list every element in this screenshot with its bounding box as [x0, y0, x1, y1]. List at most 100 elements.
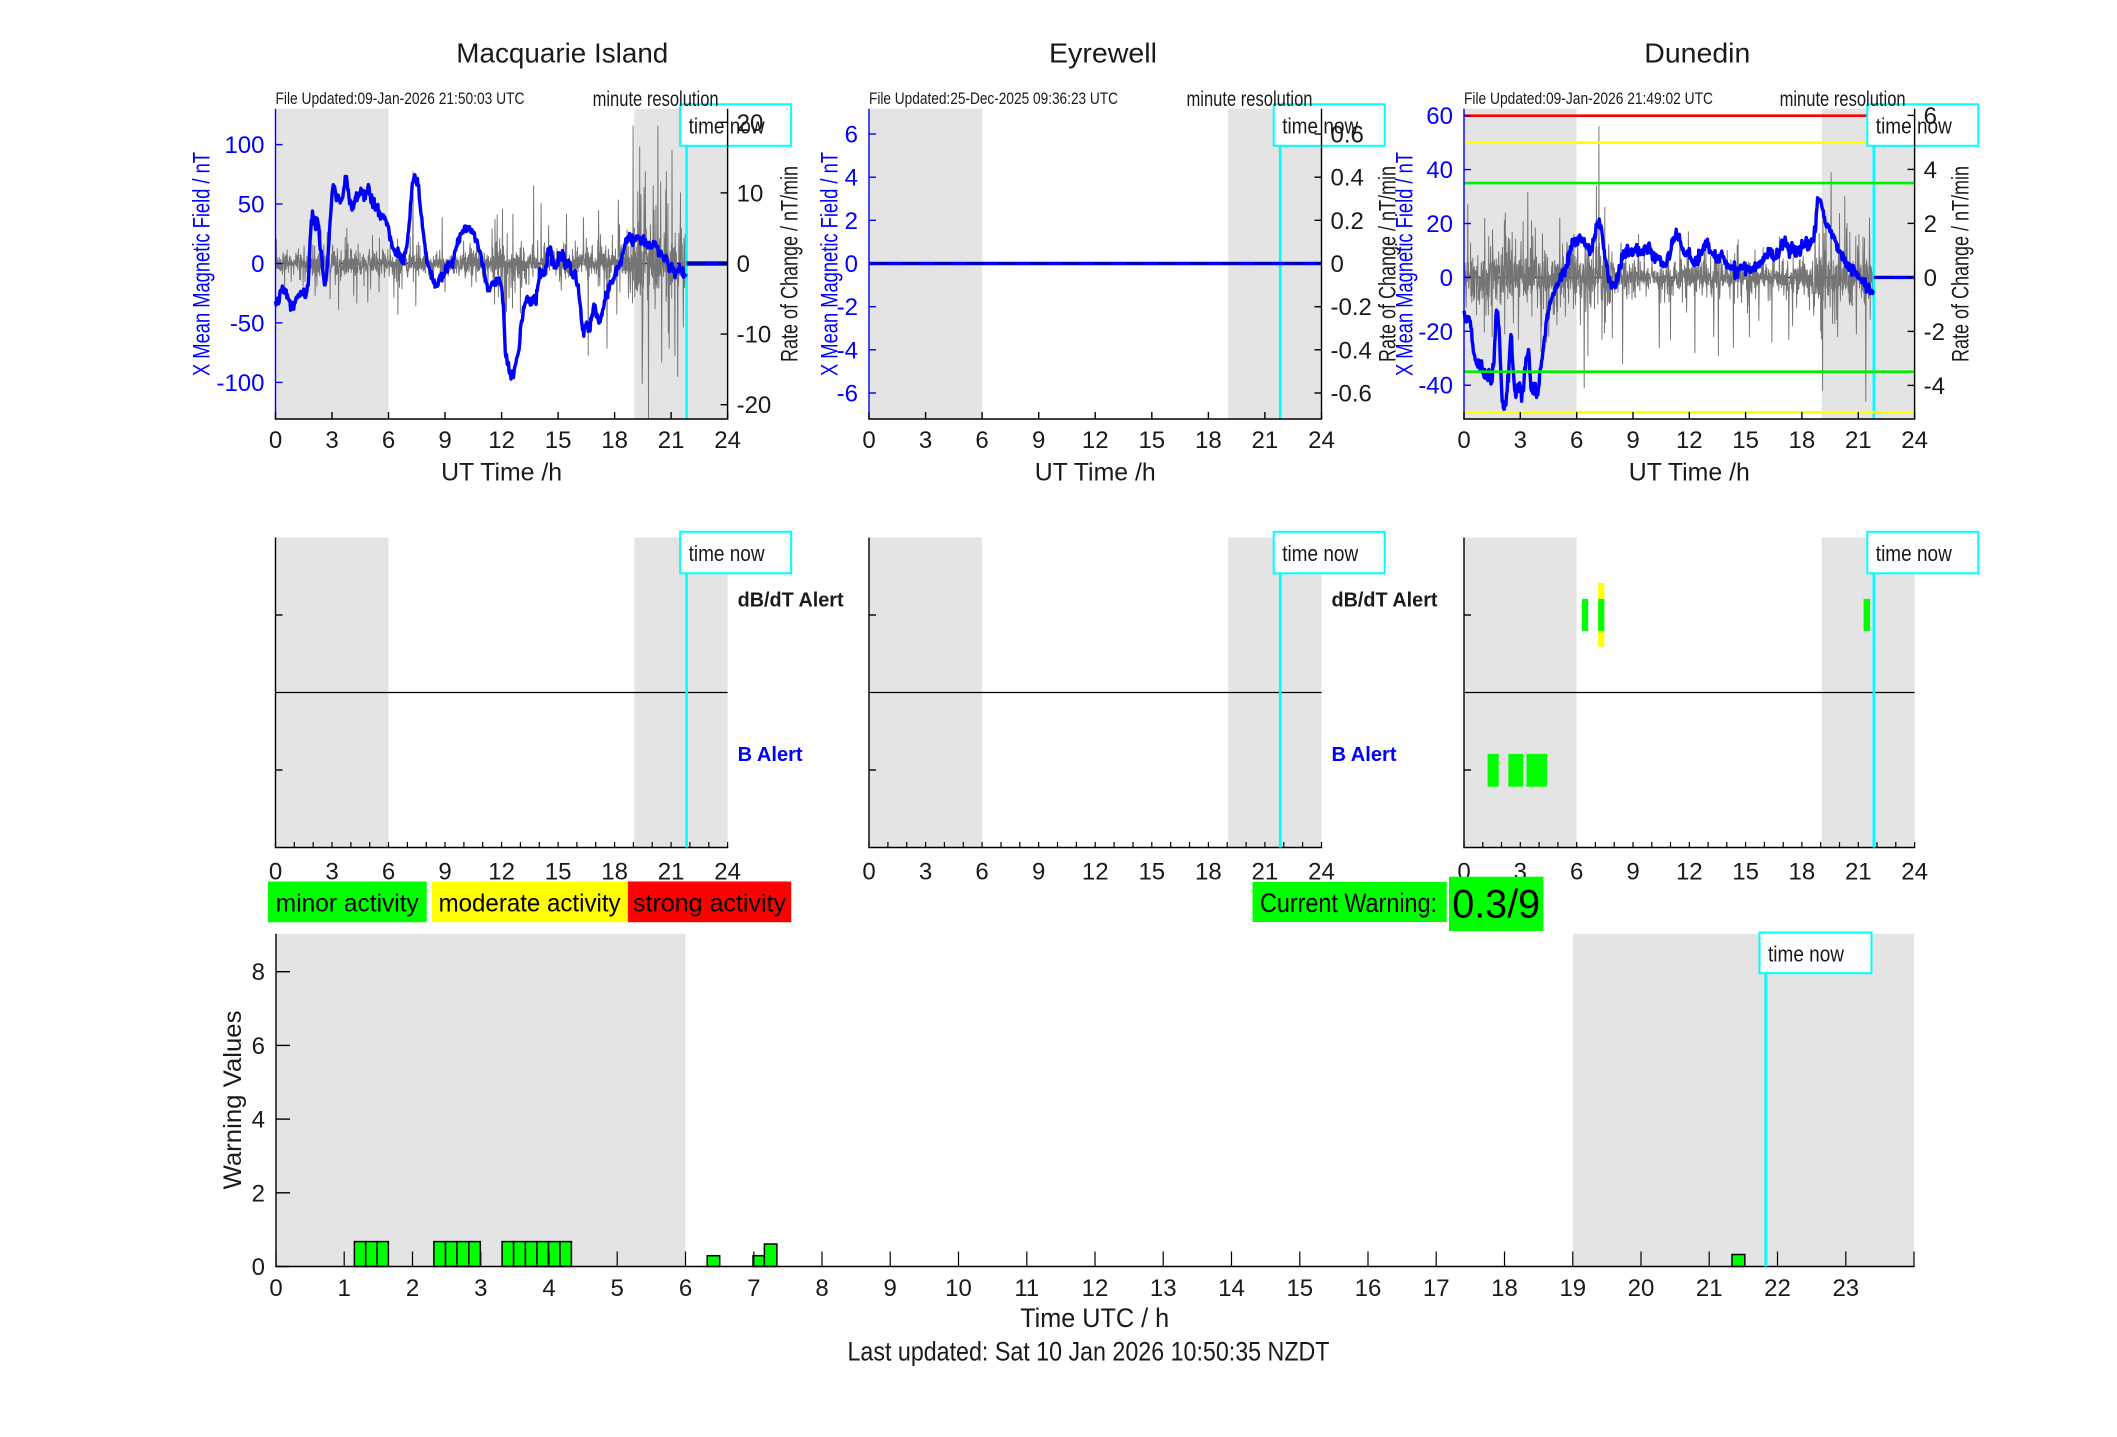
svg-text:6: 6 — [1570, 859, 1583, 886]
svg-text:File Updated:09-Jan-2026 21:50: File Updated:09-Jan-2026 21:50:03 UTC — [276, 90, 525, 108]
svg-text:12: 12 — [1676, 427, 1703, 454]
svg-text:0: 0 — [737, 251, 750, 278]
svg-text:UT Time /h: UT Time /h — [441, 458, 562, 486]
svg-text:0: 0 — [269, 859, 282, 886]
svg-text:Eyrewell: Eyrewell — [1049, 38, 1157, 69]
svg-text:8: 8 — [252, 959, 265, 986]
svg-text:-2: -2 — [1924, 319, 1945, 346]
svg-text:Macquarie Island: Macquarie Island — [456, 38, 668, 69]
svg-text:2: 2 — [406, 1275, 419, 1302]
svg-text:B Alert: B Alert — [1332, 744, 1397, 766]
svg-text:dB/dT Alert: dB/dT Alert — [1332, 590, 1438, 612]
svg-text:3: 3 — [919, 859, 932, 886]
svg-text:9: 9 — [884, 1275, 897, 1302]
svg-text:-2: -2 — [837, 294, 858, 321]
svg-text:0.6: 0.6 — [1331, 122, 1364, 149]
svg-text:6: 6 — [975, 427, 988, 454]
svg-text:12: 12 — [1082, 427, 1109, 454]
svg-text:-6: -6 — [837, 381, 858, 408]
svg-text:B Alert: B Alert — [738, 744, 803, 766]
svg-text:time now: time now — [1876, 541, 1953, 566]
svg-text:Time UTC / h: Time UTC / h — [1020, 1303, 1169, 1333]
svg-text:2: 2 — [1924, 211, 1937, 238]
svg-text:2: 2 — [252, 1180, 265, 1207]
svg-text:22: 22 — [1764, 1275, 1791, 1302]
svg-text:6: 6 — [1924, 103, 1937, 130]
svg-text:0: 0 — [862, 859, 875, 886]
svg-text:9: 9 — [1626, 859, 1639, 886]
svg-text:3: 3 — [325, 859, 338, 886]
svg-text:24: 24 — [714, 859, 741, 886]
svg-text:15: 15 — [545, 427, 572, 454]
svg-text:time now: time now — [1876, 114, 1953, 139]
svg-text:9: 9 — [1626, 427, 1639, 454]
svg-text:4: 4 — [252, 1107, 265, 1134]
svg-text:6: 6 — [679, 1275, 692, 1302]
svg-text:24: 24 — [1308, 859, 1335, 886]
svg-text:time now: time now — [689, 541, 766, 566]
svg-text:0: 0 — [1457, 427, 1470, 454]
svg-text:minute resolution: minute resolution — [1780, 88, 1906, 111]
svg-text:0: 0 — [269, 427, 282, 454]
svg-text:18: 18 — [1789, 427, 1816, 454]
svg-text:Last updated: Sat 10 Jan 2026: Last updated: Sat 10 Jan 2026 10:50:35 N… — [848, 1337, 1330, 1367]
svg-text:60: 60 — [1426, 103, 1453, 130]
svg-text:5: 5 — [611, 1275, 624, 1302]
svg-text:9: 9 — [438, 859, 451, 886]
svg-text:minute resolution: minute resolution — [593, 88, 719, 111]
svg-text:0: 0 — [251, 251, 264, 278]
svg-text:18: 18 — [1195, 427, 1222, 454]
svg-text:6: 6 — [975, 859, 988, 886]
svg-text:9: 9 — [1032, 859, 1045, 886]
svg-text:0.3/9: 0.3/9 — [1452, 883, 1540, 927]
svg-text:4: 4 — [845, 165, 858, 192]
svg-text:time now: time now — [1768, 942, 1845, 967]
svg-text:18: 18 — [1491, 1275, 1518, 1302]
svg-text:8: 8 — [815, 1275, 828, 1302]
svg-text:-50: -50 — [230, 310, 265, 337]
svg-text:12: 12 — [1082, 859, 1109, 886]
svg-text:0: 0 — [845, 251, 858, 278]
svg-text:17: 17 — [1423, 1275, 1450, 1302]
svg-text:-40: -40 — [1418, 373, 1453, 400]
svg-text:21: 21 — [1845, 859, 1872, 886]
svg-text:6: 6 — [382, 427, 395, 454]
svg-text:-0.2: -0.2 — [1331, 294, 1372, 321]
svg-text:UT Time /h: UT Time /h — [1629, 458, 1750, 486]
svg-text:6: 6 — [845, 122, 858, 149]
svg-text:Rate of Change / nT/min: Rate of Change / nT/min — [1948, 166, 1975, 362]
svg-text:18: 18 — [1195, 859, 1222, 886]
svg-text:2: 2 — [845, 208, 858, 235]
svg-text:15: 15 — [1286, 1275, 1313, 1302]
svg-text:minor activity: minor activity — [276, 890, 419, 918]
svg-text:6: 6 — [252, 1033, 265, 1060]
svg-text:Rate of Change / nT/min: Rate of Change / nT/min — [777, 166, 804, 362]
svg-text:50: 50 — [238, 192, 265, 219]
svg-text:21: 21 — [1696, 1275, 1723, 1302]
svg-text:24: 24 — [1901, 859, 1928, 886]
svg-text:24: 24 — [1308, 427, 1335, 454]
svg-text:40: 40 — [1426, 157, 1453, 184]
svg-text:21: 21 — [1252, 859, 1279, 886]
svg-text:0: 0 — [1331, 251, 1344, 278]
svg-text:21: 21 — [1252, 427, 1279, 454]
svg-text:Rate of Change / nT/min: Rate of Change / nT/min — [1375, 166, 1402, 362]
svg-text:20: 20 — [1628, 1275, 1655, 1302]
svg-text:1: 1 — [338, 1275, 351, 1302]
svg-text:X Mean Magnetic Field / nT: X Mean Magnetic Field / nT — [189, 152, 216, 376]
svg-text:9: 9 — [438, 427, 451, 454]
svg-text:24: 24 — [1901, 427, 1928, 454]
svg-text:3: 3 — [1514, 427, 1527, 454]
svg-text:dB/dT Alert: dB/dT Alert — [738, 590, 844, 612]
svg-text:21: 21 — [658, 859, 685, 886]
svg-text:7: 7 — [747, 1275, 760, 1302]
svg-text:24: 24 — [714, 427, 741, 454]
svg-text:15: 15 — [1732, 427, 1759, 454]
svg-text:0: 0 — [1924, 265, 1937, 292]
svg-text:-0.6: -0.6 — [1331, 381, 1372, 408]
svg-text:20: 20 — [1426, 211, 1453, 238]
svg-text:12: 12 — [488, 859, 515, 886]
svg-text:12: 12 — [1082, 1275, 1109, 1302]
svg-text:UT Time /h: UT Time /h — [1035, 458, 1156, 486]
svg-text:-100: -100 — [216, 370, 264, 397]
